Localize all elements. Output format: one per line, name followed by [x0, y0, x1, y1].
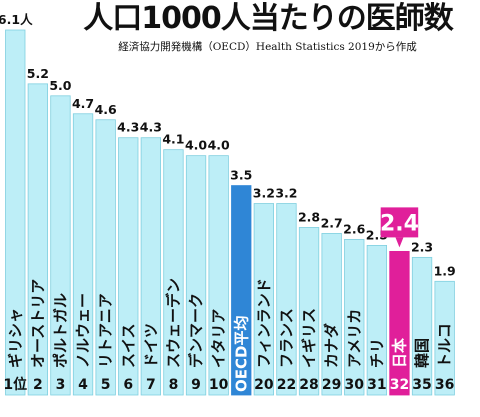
- category-label: イタリア: [210, 309, 228, 368]
- bar-7: [140, 137, 162, 396]
- value-label: 4.3: [117, 120, 139, 135]
- bar-17: [366, 245, 388, 396]
- rank-label: 31: [367, 377, 386, 393]
- category-label: イギリス: [300, 308, 318, 368]
- category-label: 日本: [390, 338, 408, 368]
- bar-8: [163, 149, 184, 396]
- bar-19: [411, 256, 433, 396]
- rank-label: 36: [435, 377, 454, 393]
- rank-label: 22: [277, 377, 296, 393]
- bar-1: [5, 29, 26, 396]
- rank-label: 5: [101, 377, 111, 393]
- value-label: 5.0: [49, 78, 71, 93]
- category-label: チリ: [368, 338, 386, 368]
- value-label: 2.6: [343, 221, 365, 236]
- rank-label: 32: [390, 377, 409, 393]
- rank-label: 29: [322, 377, 341, 393]
- value-label: 6.1人: [0, 12, 33, 27]
- category-label: デンマーク: [187, 293, 205, 368]
- rank-label: 1位: [3, 376, 27, 393]
- category-label: スウェーデン: [164, 278, 182, 368]
- category-label: OECD平均: [232, 316, 250, 392]
- rank-label: 4: [78, 377, 88, 393]
- bar-15: [321, 233, 342, 396]
- japan-value-box: [380, 207, 419, 238]
- bar-13: [276, 203, 297, 396]
- bar-11: [231, 185, 252, 396]
- value-label: 3.2: [275, 186, 297, 201]
- bar-10: [208, 155, 229, 396]
- category-label: アメリカ: [345, 309, 363, 368]
- category-label: フィンランド: [255, 278, 273, 368]
- rank-label: 7: [146, 377, 156, 393]
- bar-6: [118, 137, 139, 396]
- bar-5: [95, 119, 116, 396]
- rank-label: 28: [299, 377, 318, 393]
- category-label: ドイツ: [142, 323, 160, 368]
- bar-4: [72, 113, 94, 396]
- value-label: 5.2: [27, 66, 49, 81]
- japan-value-pointer: [395, 237, 404, 248]
- rank-label: 30: [345, 377, 365, 393]
- value-label: 4.0: [185, 138, 207, 153]
- chart-title: 人口1000人当たりの医師数: [83, 1, 454, 36]
- rank-label: 35: [412, 377, 431, 393]
- value-label: 3.5: [230, 168, 252, 183]
- value-label: 2.8: [298, 209, 320, 224]
- category-label: ギリシャ: [6, 308, 24, 368]
- rank-label: 8: [169, 377, 179, 393]
- bar-20: [434, 280, 455, 396]
- value-label: 1.9: [434, 263, 456, 278]
- value-label: 2.4: [380, 211, 419, 236]
- rank-label: 6: [123, 377, 133, 393]
- bar-12: [253, 203, 275, 396]
- category-label: リトアニア: [97, 293, 115, 368]
- category-label: ポルトガル: [51, 293, 69, 368]
- value-label: 4.3: [140, 120, 162, 135]
- rank-label: 10: [209, 377, 229, 393]
- value-label: 2.7: [321, 215, 343, 230]
- value-label: 4.6: [95, 102, 117, 117]
- value-label: 4.7: [72, 96, 94, 111]
- category-label: ノルウェー: [74, 293, 92, 368]
- category-label: カナダ: [323, 323, 341, 368]
- chart-subtitle: 経済協力開発機構（OECD）Health Statistics 2019から作成: [118, 41, 417, 53]
- bar-18: [389, 250, 410, 396]
- category-label: フランス: [277, 308, 295, 368]
- category-label: 韓国: [413, 338, 431, 368]
- bar-2: [27, 83, 49, 396]
- value-label: 2.3: [411, 239, 433, 254]
- value-label: 4.1: [162, 132, 184, 147]
- rank-label: 2: [33, 377, 43, 393]
- rank-label: 9: [191, 377, 201, 393]
- rank-label: 3: [56, 377, 66, 393]
- bar-9: [185, 155, 207, 396]
- category-label: トルコ: [436, 323, 454, 368]
- bar-16: [344, 239, 365, 396]
- bar-14: [298, 227, 320, 396]
- value-label: 3.2: [253, 186, 275, 201]
- bar-3: [50, 95, 71, 396]
- value-label: 4.0: [208, 138, 230, 153]
- category-label: オーストリア: [29, 279, 47, 368]
- category-label: スイス: [119, 323, 137, 368]
- rank-label: 20: [254, 377, 274, 393]
